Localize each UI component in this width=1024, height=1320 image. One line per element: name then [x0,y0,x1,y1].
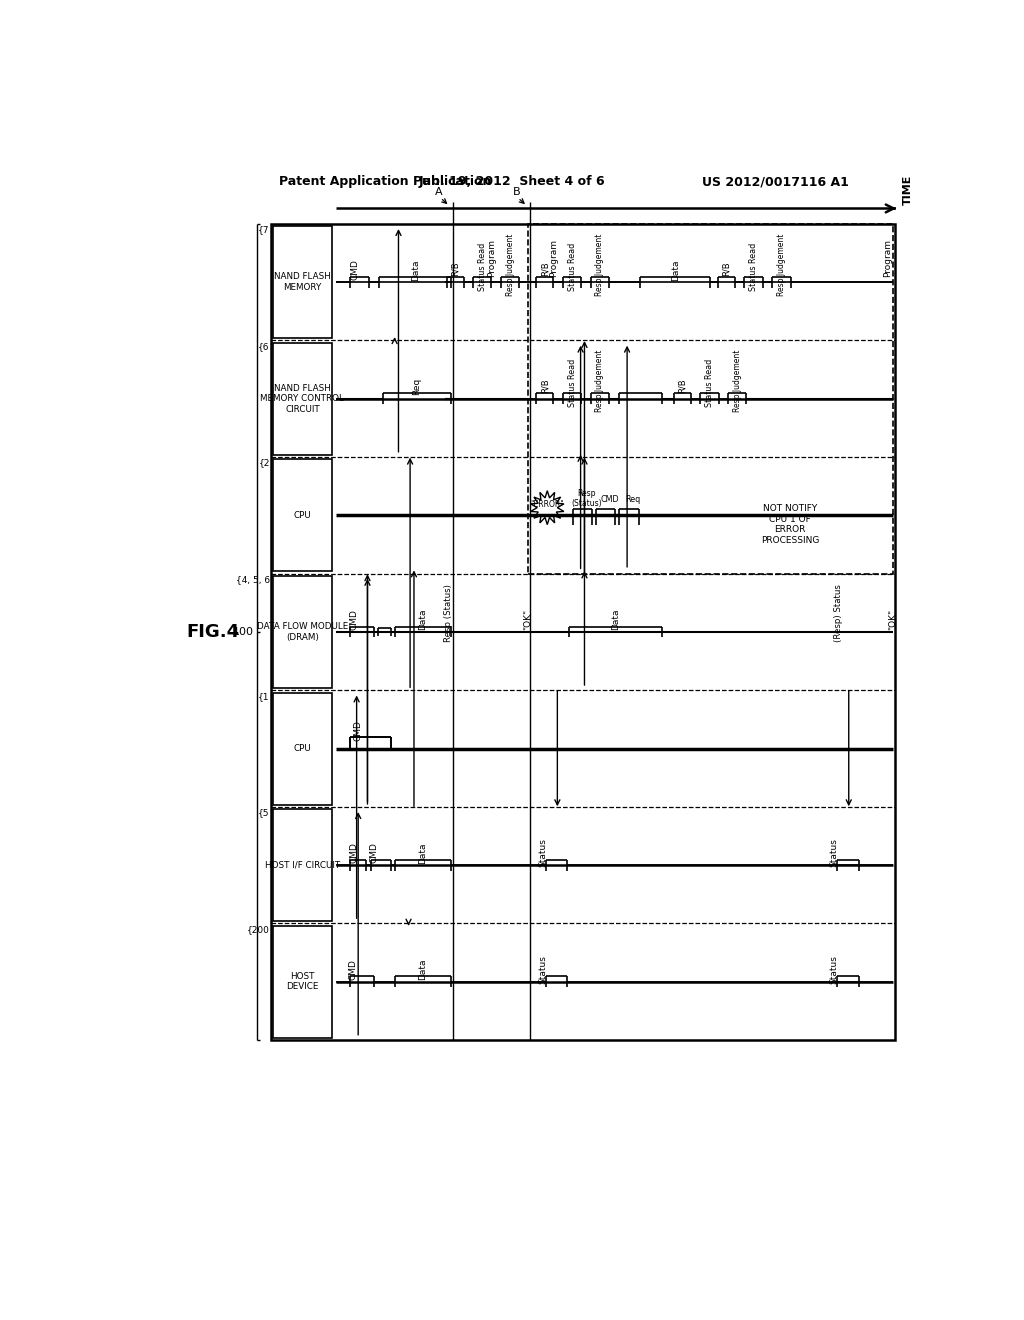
Text: CMD: CMD [349,842,358,863]
Text: Data: Data [419,609,427,631]
Text: "ERROR": "ERROR" [530,500,564,510]
Bar [273,226,332,338]
Text: CMD: CMD [349,610,358,630]
Text: Status: Status [829,838,839,867]
Bar [528,224,893,574]
Text: Status: Status [829,954,839,983]
Text: CMD: CMD [370,842,378,863]
Text: Program: Program [549,239,558,276]
Text: Status Read: Status Read [567,243,577,290]
Bar [273,576,332,688]
Text: {7: {7 [258,226,270,235]
Text: CPU: CPU [294,744,311,752]
Text: FIG.4: FIG.4 [186,623,240,642]
Text: Data: Data [419,958,427,981]
Text: {1: {1 [258,692,270,701]
Bar [273,925,332,1038]
Text: {5: {5 [258,808,270,817]
Text: Resp
(Status): Resp (Status) [571,488,602,508]
Text: R/B: R/B [678,379,687,393]
Text: Program: Program [883,239,892,276]
Text: {2: {2 [258,458,270,467]
Text: NAND FLASH
MEMORY: NAND FLASH MEMORY [274,272,331,292]
Text: CMD: CMD [353,719,362,741]
Text: {200: {200 [247,925,270,935]
Text: B: B [512,187,520,197]
Text: CMD: CMD [348,960,357,979]
Text: Resp Judgement: Resp Judgement [732,350,741,412]
Text: A: A [435,187,442,197]
Bar [273,459,332,572]
Text: CMD: CMD [600,495,618,504]
Text: TIME: TIME [903,174,913,205]
Text: Status Read: Status Read [705,359,714,408]
Bar [273,809,332,921]
Text: R/B: R/B [541,379,550,393]
Bar [271,224,895,1040]
Text: Data: Data [671,259,680,281]
Text: US 2012/0017116 A1: US 2012/0017116 A1 [701,176,849,187]
Text: Req: Req [413,378,422,395]
Text: HOST
DEVICE: HOST DEVICE [286,972,318,991]
Text: Jan. 19, 2012  Sheet 4 of 6: Jan. 19, 2012 Sheet 4 of 6 [419,176,605,187]
Text: Data: Data [419,842,427,863]
Text: "OK": "OK" [889,609,897,630]
Text: HOST I/F CIRCUIT: HOST I/F CIRCUIT [265,861,340,870]
Text: NAND FLASH
MEMORY CONTROL
CIRCUIT: NAND FLASH MEMORY CONTROL CIRCUIT [260,384,344,413]
Text: R/B: R/B [451,261,460,276]
Text: (Resp) Status: (Resp) Status [835,583,843,642]
Bar [273,693,332,804]
Text: {4, 5, 6: {4, 5, 6 [236,576,270,585]
Text: CMD: CMD [350,260,359,280]
Text: DATA FLOW MODULE
(DRAM): DATA FLOW MODULE (DRAM) [257,622,348,642]
Polygon shape [530,491,564,524]
Text: R/B: R/B [541,261,550,276]
Text: R/B: R/B [722,261,731,276]
Text: Resp Judgement: Resp Judgement [777,234,785,296]
Text: Data: Data [411,259,420,281]
Text: Status Read: Status Read [477,243,486,290]
Text: Resp (Status): Resp (Status) [444,583,454,642]
Text: NOT NOTIFY
CPU 1 OF
ERROR
PROCESSING: NOT NOTIFY CPU 1 OF ERROR PROCESSING [761,504,819,545]
Text: {6: {6 [258,342,270,351]
Text: Program: Program [487,239,496,276]
Text: Resp Judgement: Resp Judgement [596,350,604,412]
Text: CPU: CPU [294,511,311,520]
Text: Data: Data [611,609,620,631]
Text: Status: Status [539,954,547,983]
Bar [273,343,332,455]
Text: "OK": "OK" [523,609,532,630]
Text: Status Read: Status Read [567,359,577,408]
Text: Req: Req [626,495,641,504]
Text: Status Read: Status Read [749,243,758,290]
Text: Patent Application Publication: Patent Application Publication [280,176,492,187]
Text: Resp Judgement: Resp Judgement [596,234,604,296]
Text: 100: 100 [232,627,254,638]
Text: Status: Status [539,838,547,867]
Text: Resp Judgement: Resp Judgement [506,234,515,296]
